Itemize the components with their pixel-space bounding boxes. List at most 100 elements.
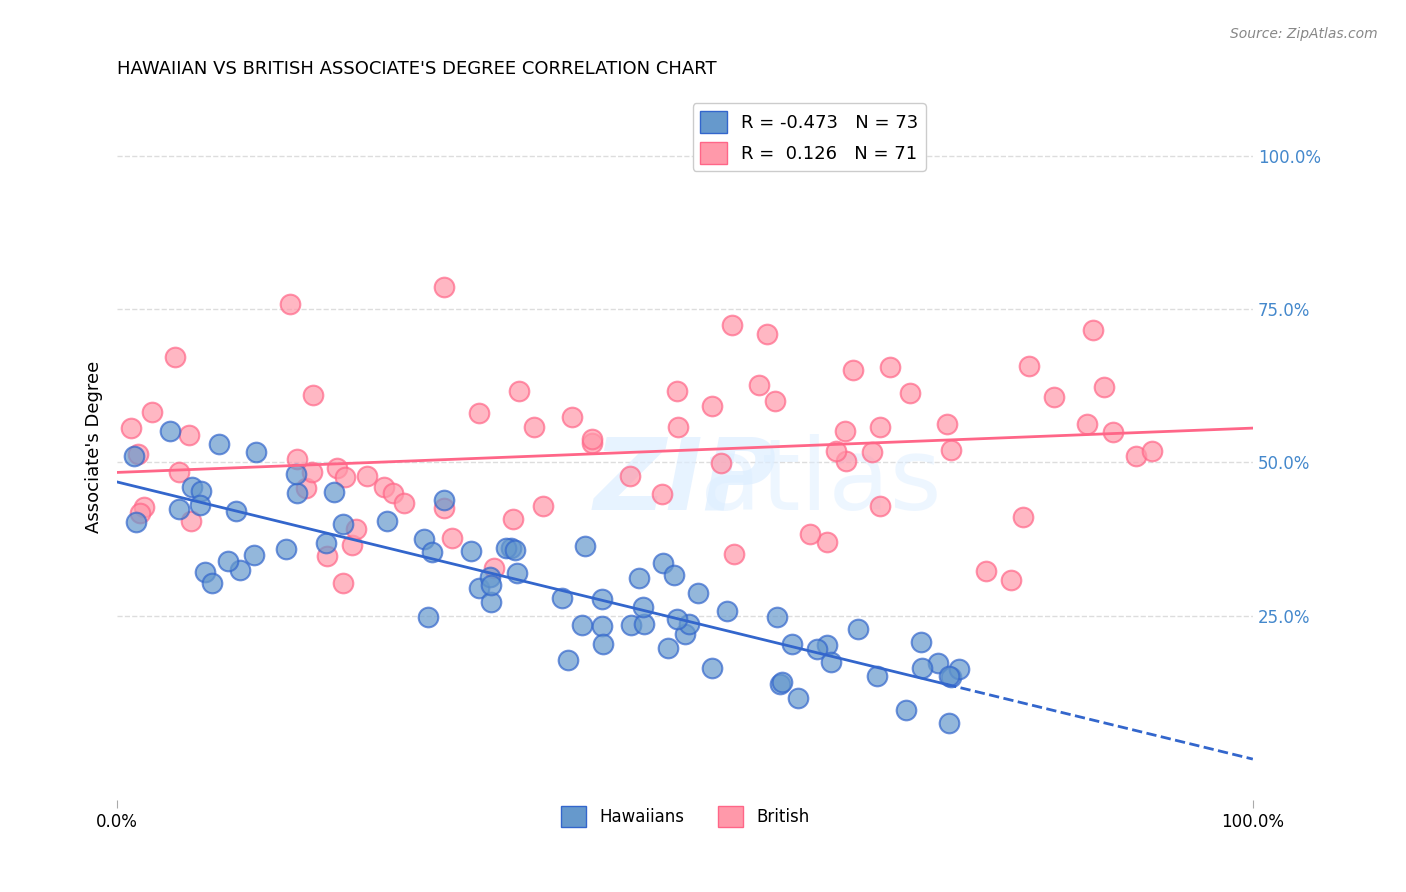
Point <box>495 541 517 555</box>
Point <box>468 406 491 420</box>
Point <box>935 417 957 431</box>
Point <box>326 460 349 475</box>
Point <box>1018 359 1040 373</box>
Point <box>503 542 526 557</box>
Point <box>651 556 673 570</box>
Point <box>974 564 997 578</box>
Point <box>755 327 778 342</box>
Point <box>651 486 673 500</box>
Point <box>420 545 443 559</box>
Point <box>633 617 655 632</box>
Point <box>127 447 149 461</box>
Point <box>479 570 502 584</box>
Point <box>531 499 554 513</box>
Point <box>1092 380 1115 394</box>
Point <box>1076 417 1098 432</box>
Point <box>806 641 828 656</box>
Point <box>1011 510 1033 524</box>
Point <box>301 465 323 479</box>
Point <box>181 480 204 494</box>
Point <box>433 493 456 508</box>
Point <box>631 599 654 614</box>
Point <box>665 612 688 626</box>
Point <box>619 468 641 483</box>
Point <box>278 297 301 311</box>
Point <box>820 655 842 669</box>
Point <box>592 637 614 651</box>
Point <box>939 670 962 684</box>
Point <box>842 363 865 377</box>
Point <box>188 498 211 512</box>
Point <box>846 623 869 637</box>
Point <box>911 661 934 675</box>
Point <box>835 454 858 468</box>
Point <box>333 470 356 484</box>
Point <box>356 469 378 483</box>
Point <box>860 444 883 458</box>
Point <box>571 617 593 632</box>
Point <box>1043 390 1066 404</box>
Point <box>824 443 846 458</box>
Point <box>551 591 574 605</box>
Point <box>433 500 456 515</box>
Point <box>700 661 723 675</box>
Point <box>770 674 793 689</box>
Point <box>869 500 891 514</box>
Point <box>285 467 308 482</box>
Legend: Hawaiians, British: Hawaiians, British <box>554 800 815 833</box>
Point <box>574 539 596 553</box>
Point <box>315 536 337 550</box>
Point <box>120 420 142 434</box>
Point <box>1125 449 1147 463</box>
Point <box>177 427 200 442</box>
Point <box>508 384 530 398</box>
Point <box>375 515 398 529</box>
Point <box>799 527 821 541</box>
Point <box>678 616 700 631</box>
Point <box>481 578 503 592</box>
Point <box>194 566 217 580</box>
Point <box>225 504 247 518</box>
Point <box>332 517 354 532</box>
Point <box>141 405 163 419</box>
Point <box>167 465 190 479</box>
Point <box>748 377 770 392</box>
Point <box>866 669 889 683</box>
Point <box>815 638 838 652</box>
Point <box>506 566 529 581</box>
Point <box>287 452 309 467</box>
Point <box>167 502 190 516</box>
Point <box>416 610 439 624</box>
Point <box>433 280 456 294</box>
Point <box>274 542 297 557</box>
Point <box>815 535 838 549</box>
Point <box>620 618 643 632</box>
Point <box>721 318 744 332</box>
Point <box>332 576 354 591</box>
Point <box>1140 444 1163 458</box>
Point <box>787 691 810 706</box>
Point <box>581 432 603 446</box>
Point <box>285 485 308 500</box>
Point <box>702 399 724 413</box>
Point <box>382 486 405 500</box>
Point <box>938 716 960 731</box>
Point <box>179 514 201 528</box>
Y-axis label: Associate's Degree: Associate's Degree <box>86 361 103 533</box>
Point <box>132 500 155 514</box>
Point <box>879 359 901 374</box>
Point <box>294 481 316 495</box>
Point <box>1083 323 1105 337</box>
Point <box>124 515 146 529</box>
Point <box>591 619 613 633</box>
Point <box>557 653 579 667</box>
Point <box>373 480 395 494</box>
Point <box>780 637 803 651</box>
Point <box>898 385 921 400</box>
Point <box>716 604 738 618</box>
Point <box>229 563 252 577</box>
Point <box>581 435 603 450</box>
Point <box>723 547 745 561</box>
Point <box>392 496 415 510</box>
Text: Source: ZipAtlas.com: Source: ZipAtlas.com <box>1230 27 1378 41</box>
